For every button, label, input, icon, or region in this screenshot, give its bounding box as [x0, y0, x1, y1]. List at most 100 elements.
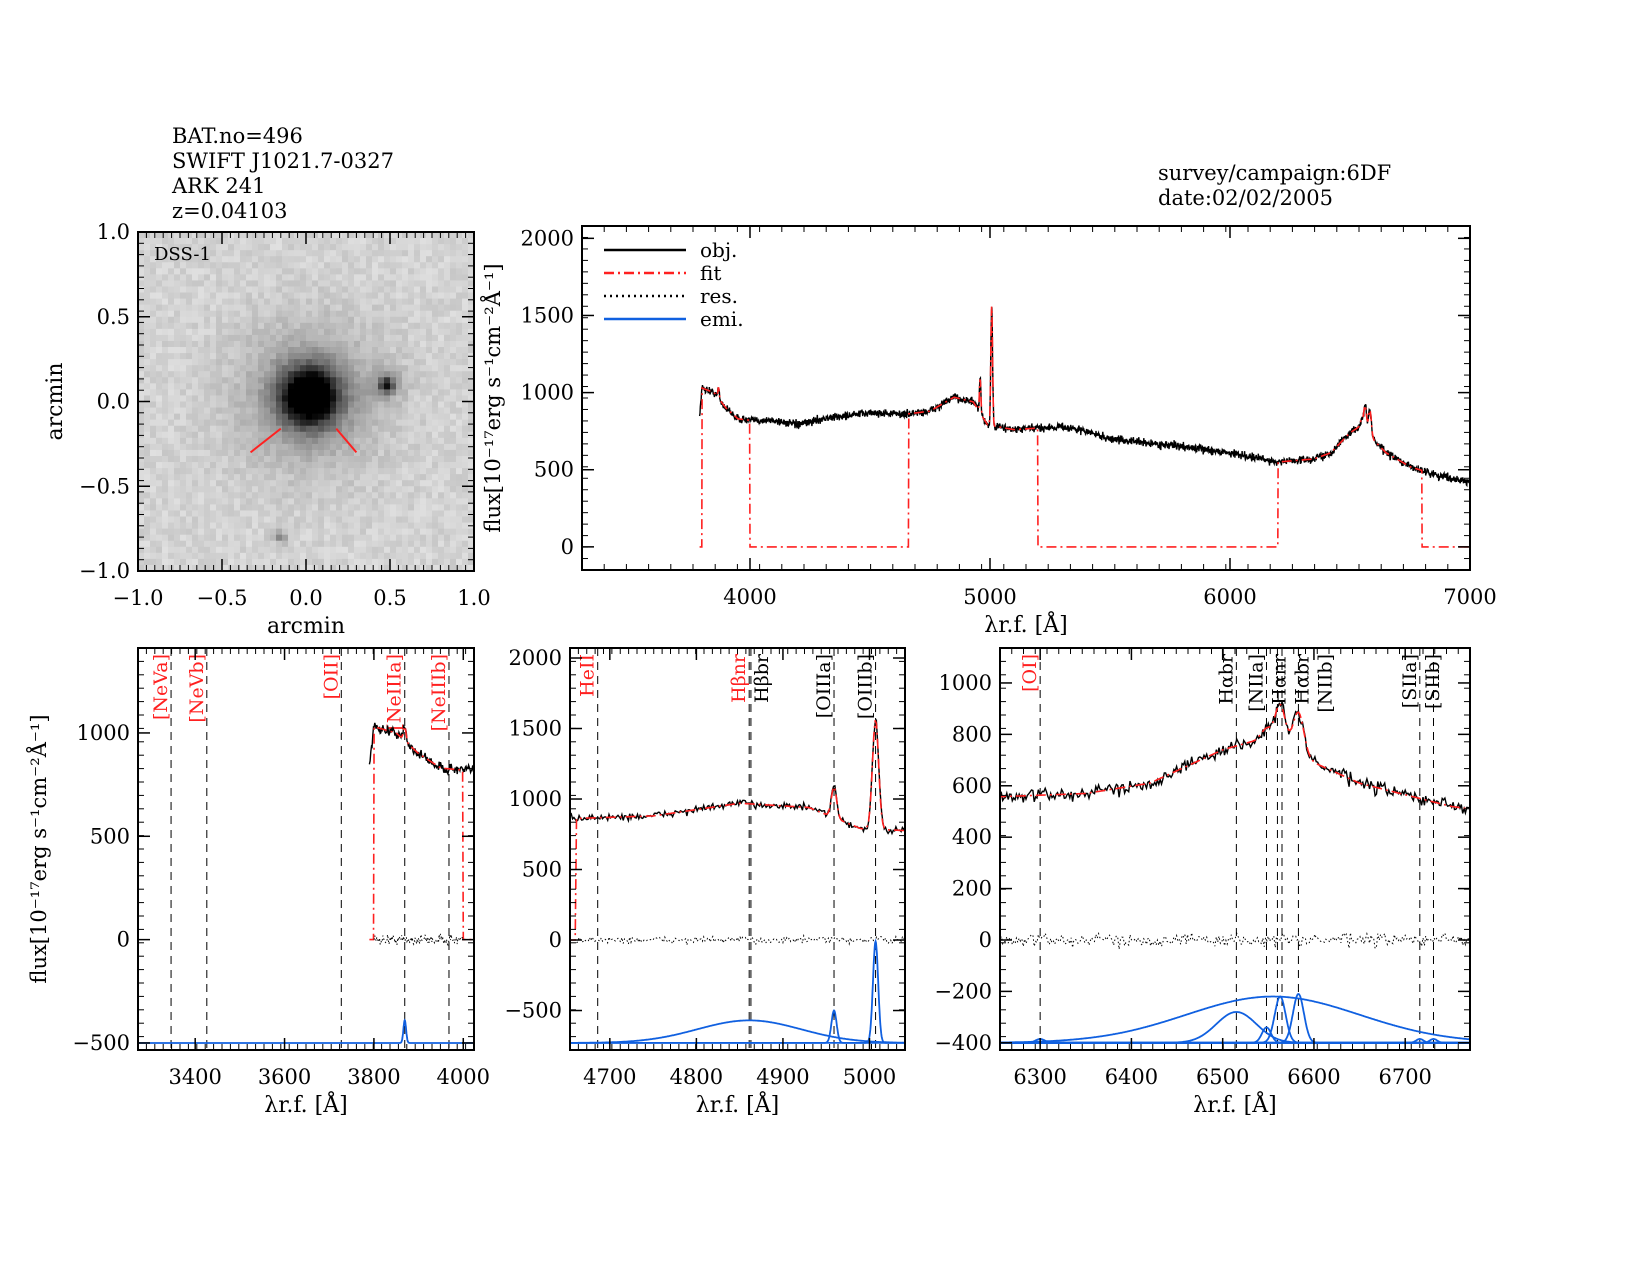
- pixel: [216, 316, 223, 324]
- pixel: [426, 474, 433, 481]
- pixel: [408, 310, 415, 318]
- pixel: [156, 552, 163, 560]
- pixel: [144, 486, 151, 493]
- pixel: [468, 510, 474, 518]
- y-tick-label: 0: [561, 535, 574, 559]
- pixel: [300, 401, 307, 409]
- pixel: [468, 449, 474, 457]
- pixel: [234, 558, 241, 566]
- swift-name: SWIFT J1021.7-0327: [172, 149, 394, 173]
- pixel: [138, 462, 145, 469]
- pixel: [456, 371, 463, 378]
- pixel: [354, 540, 361, 548]
- pixel: [384, 449, 391, 457]
- pixel: [282, 522, 289, 530]
- pixel: [402, 322, 409, 330]
- pixel: [306, 431, 313, 439]
- pixel: [144, 474, 151, 481]
- pixel: [348, 286, 355, 294]
- pixel: [342, 498, 349, 506]
- pixel: [456, 516, 463, 524]
- pixel: [330, 510, 337, 518]
- pixel: [438, 552, 445, 560]
- pixel: [426, 419, 433, 427]
- y-tick-label: 1.0: [97, 220, 130, 244]
- pixel: [342, 280, 349, 288]
- pixel: [144, 510, 151, 518]
- line-label: [SIIa]: [1399, 654, 1421, 708]
- pixel: [258, 468, 265, 475]
- pixel: [276, 262, 283, 269]
- pixel: [444, 419, 451, 427]
- pixel: [270, 504, 277, 512]
- pixel: [330, 462, 337, 469]
- pixel: [402, 455, 409, 463]
- pixel: [384, 304, 391, 312]
- pixel: [336, 292, 343, 300]
- pixel: [306, 347, 313, 354]
- pixel: [156, 522, 163, 530]
- pixel: [336, 340, 343, 348]
- pixel: [354, 292, 361, 300]
- pixel: [180, 437, 187, 445]
- pixel: [156, 413, 163, 421]
- pixel: [228, 250, 235, 257]
- pixel: [156, 280, 163, 288]
- pixel: [264, 238, 271, 245]
- pixel: [300, 534, 307, 542]
- pixel: [468, 455, 474, 463]
- pixel: [186, 552, 193, 560]
- pixel: [408, 564, 415, 571]
- pixel: [456, 462, 463, 469]
- pixel: [198, 437, 205, 445]
- pixel: [390, 564, 397, 571]
- pixel: [360, 395, 367, 403]
- pixel: [444, 455, 451, 463]
- x-tick-label: 6400: [1105, 1065, 1158, 1089]
- pixel: [306, 371, 313, 378]
- pixel: [138, 425, 145, 433]
- pixel: [372, 395, 379, 403]
- pixel: [288, 425, 295, 433]
- pixel: [228, 510, 235, 518]
- pixel: [378, 540, 385, 548]
- pixel: [330, 468, 337, 475]
- pixel: [318, 504, 325, 512]
- dss-image: [138, 232, 474, 571]
- pixel: [168, 395, 175, 403]
- pixel: [204, 262, 211, 269]
- pixel: [216, 353, 223, 360]
- y-tick-label: −500: [504, 999, 562, 1023]
- pixel: [420, 516, 427, 524]
- pixel: [414, 389, 421, 397]
- pixel: [468, 340, 474, 348]
- pixel: [198, 498, 205, 506]
- pixel: [186, 431, 193, 439]
- pixel: [282, 304, 289, 312]
- pixel: [408, 274, 415, 282]
- pixel: [192, 540, 199, 548]
- pixel: [426, 316, 433, 324]
- pixel: [432, 328, 439, 336]
- pixel: [396, 232, 403, 239]
- pixel: [402, 462, 409, 469]
- pixel: [228, 504, 235, 512]
- pixel: [228, 286, 235, 294]
- pixel: [372, 328, 379, 336]
- pixel: [240, 534, 247, 542]
- pixel: [360, 431, 367, 439]
- line-label: [OIIIa]: [813, 654, 835, 718]
- pixel: [252, 347, 259, 354]
- pixel: [258, 564, 265, 571]
- pixel: [186, 304, 193, 312]
- pixel: [360, 528, 367, 536]
- pixel: [414, 419, 421, 427]
- pixel: [408, 286, 415, 294]
- pixel: [150, 244, 157, 251]
- pixel: [252, 449, 259, 457]
- pixel: [420, 280, 427, 288]
- pixel: [438, 280, 445, 288]
- pixel: [258, 407, 265, 415]
- pixel: [156, 328, 163, 336]
- pixel: [324, 298, 331, 306]
